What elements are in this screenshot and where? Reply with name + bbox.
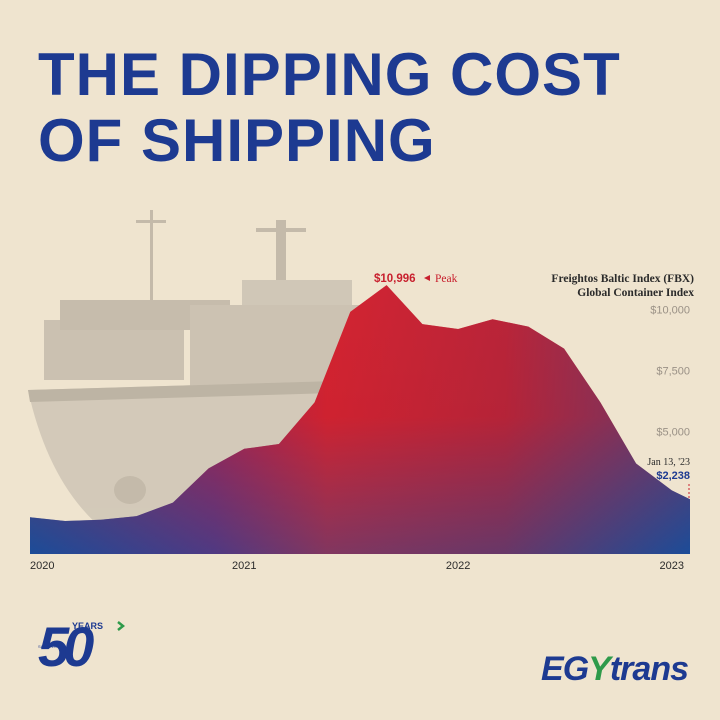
brand-rest: trans	[609, 650, 689, 688]
brand-main: EG	[541, 650, 589, 688]
y-tick-label: $5,000	[656, 427, 690, 439]
x-tick-label: 2023	[660, 560, 684, 572]
fifty-years-logo: 50 YEARS SINCE 1973	[38, 615, 126, 674]
peak-arrow-icon	[424, 275, 430, 281]
y-tick-label: $10,000	[650, 305, 690, 317]
chart-title: Freightos Baltic Index (FBX)	[551, 273, 694, 285]
x-tick-label: 2020	[30, 560, 54, 572]
y-tick-label: $7,500	[656, 366, 690, 378]
x-tick-label: 2021	[232, 560, 256, 572]
title-line-1: THE DIPPING COST	[38, 41, 621, 108]
chart-subtitle: Global Container Index	[577, 287, 694, 299]
x-axis-ticks: 2020 2021 2022 2023	[30, 560, 684, 572]
area-layer	[30, 285, 690, 554]
last-value-annotation: Jan 13, '23 $2,238	[647, 457, 690, 500]
fbx-area-chart: Freightos Baltic Index (FBX) Global Cont…	[28, 210, 694, 572]
peak-label: Peak	[435, 273, 458, 285]
y-axis-ticks: $10,000 $7,500 $5,000	[650, 305, 690, 439]
page-title: THE DIPPING COST OF SHIPPING	[38, 42, 621, 174]
area-series-tint	[30, 285, 690, 554]
last-date: Jan 13, '23	[647, 457, 690, 468]
logo-chevron-icon	[117, 621, 126, 631]
brand-logo: EGYtrans	[541, 650, 689, 689]
last-value: $2,238	[656, 470, 690, 482]
logo-years: YEARS	[72, 621, 103, 631]
logo-since: SINCE 1973	[38, 644, 61, 649]
title-line-2: OF SHIPPING	[38, 107, 436, 174]
peak-annotation: $10,996 Peak	[374, 273, 458, 285]
x-tick-label: 2022	[446, 560, 470, 572]
peak-value: $10,996	[374, 273, 416, 285]
brand-accent: Y	[588, 650, 611, 688]
